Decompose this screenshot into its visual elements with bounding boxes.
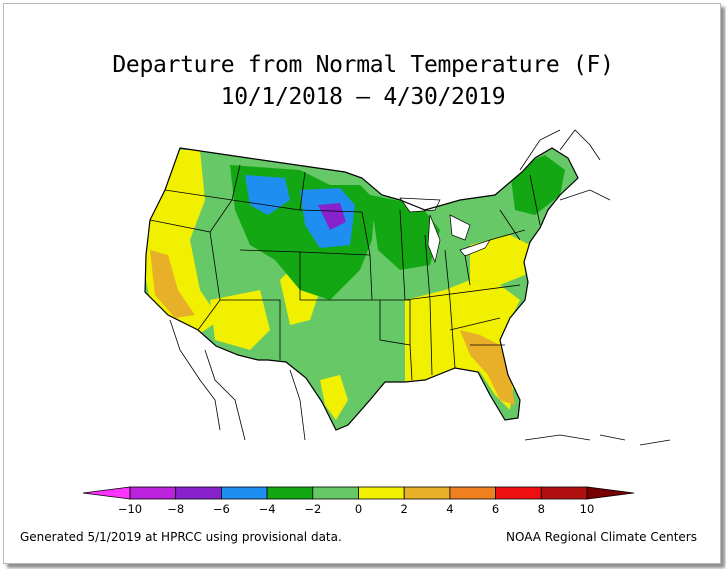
legend-bin-9 [495, 486, 542, 500]
legend-bin-2 [175, 486, 222, 500]
legend-tick-label: 6 [492, 502, 499, 516]
state-borders [149, 164, 541, 381]
southwest-warm-region [210, 290, 270, 350]
map-title: Departure from Normal Temperature (F) [112, 52, 614, 78]
legend-tick-label: 10 [580, 502, 595, 516]
lake-erie [459, 239, 491, 257]
montana-very-cold-region [245, 175, 290, 215]
south-texas-warm-region [320, 375, 348, 420]
neighbor-coastlines [169, 129, 671, 446]
legend-tick-label: −10 [118, 502, 142, 516]
generated-note: Generated 5/1/2019 at HPRCC using provis… [20, 530, 342, 544]
legend-tick-label: 4 [446, 502, 453, 516]
legend-bin-4 [266, 486, 314, 500]
legend-tick-label: −2 [304, 502, 321, 516]
legend-bin-3 [220, 486, 268, 500]
legend-tick-label: 2 [401, 502, 408, 516]
map-subtitle: 10/1/2018 – 4/30/2019 [220, 84, 506, 110]
legend-bin-6 [358, 486, 405, 500]
legend-tick-label: 8 [538, 502, 545, 516]
legend-bin-1 [129, 486, 177, 500]
legend-tick-label: −6 [213, 502, 230, 516]
us-outline [144, 147, 579, 431]
legend-bin-5 [312, 486, 359, 500]
legend-tick-label: −4 [259, 502, 276, 516]
legend-bin-10 [540, 486, 588, 500]
legend-tick-label: −8 [167, 502, 184, 516]
georgia-florida-warmer-region [460, 330, 515, 405]
upper-midwest-cold-region [370, 195, 440, 270]
california-warm-region [150, 250, 195, 318]
attribution: NOAA Regional Climate Centers [506, 530, 697, 544]
legend-tick-label: 0 [355, 502, 362, 516]
legend-bin-11 [586, 486, 635, 500]
legend-bin-0 [82, 486, 131, 500]
legend-bin-8 [449, 486, 496, 500]
lake-michigan [427, 214, 441, 264]
lake-huron [449, 214, 471, 241]
dakota-coldest-spot [318, 203, 346, 230]
legend-bin-7 [403, 486, 451, 500]
